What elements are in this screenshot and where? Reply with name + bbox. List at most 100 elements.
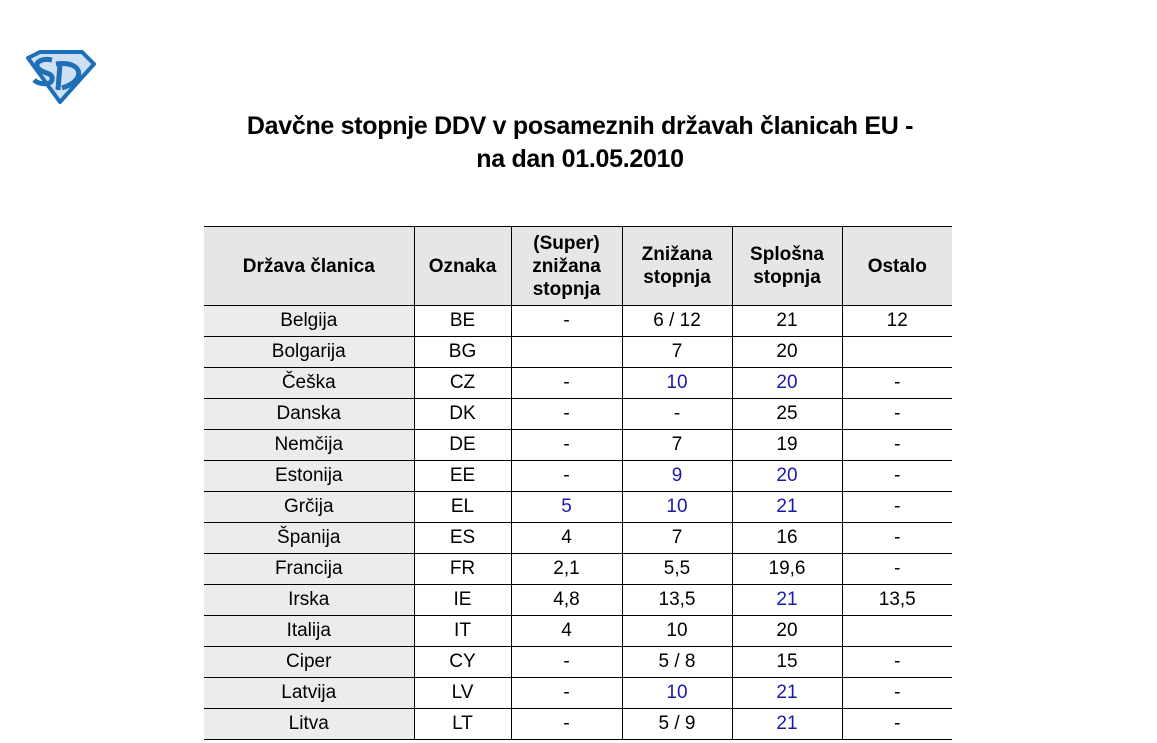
table-cell: 5 / 9 bbox=[621, 708, 733, 740]
table-cell: 15 bbox=[731, 646, 843, 678]
column-header: Splošna stopnja bbox=[731, 226, 843, 306]
page-title: Davčne stopnje DDV v posameznih državah … bbox=[150, 110, 1010, 176]
table-cell: 4 bbox=[510, 522, 623, 554]
table-cell: Danska bbox=[204, 398, 415, 430]
table-cell: 2,1 bbox=[510, 553, 623, 585]
table-cell: 7 bbox=[621, 522, 733, 554]
table-cell: CY bbox=[413, 646, 512, 678]
table-cell: 13,5 bbox=[621, 584, 733, 616]
table-cell: 4,8 bbox=[510, 584, 623, 616]
table-cell: EL bbox=[413, 491, 512, 523]
table-cell bbox=[841, 615, 952, 647]
table-cell: 10 bbox=[621, 677, 733, 709]
table-cell: DE bbox=[413, 429, 512, 461]
table-row: Češka CZ -10 20- bbox=[204, 367, 952, 399]
table-cell: 5 / 8 bbox=[621, 646, 733, 678]
table-cell: 10 bbox=[621, 615, 733, 647]
table-cell: - bbox=[841, 367, 952, 399]
table-cell: 19,6 bbox=[731, 553, 843, 585]
table-cell: - bbox=[510, 367, 623, 399]
table-cell: IE bbox=[413, 584, 512, 616]
table-cell: Litva bbox=[204, 708, 415, 740]
table-cell: 7 bbox=[621, 429, 733, 461]
table-cell: EE bbox=[413, 460, 512, 492]
table-cell: 21 bbox=[731, 491, 843, 523]
table-cell: 12 bbox=[841, 305, 952, 337]
table-row: Litva LT -5 / 9 21- bbox=[204, 708, 952, 740]
table-row: Belgija BE -6 / 12 21 12 bbox=[204, 305, 952, 337]
table-cell: 20 bbox=[731, 615, 843, 647]
table-cell: - bbox=[841, 708, 952, 740]
table-cell: DK bbox=[413, 398, 512, 430]
table-cell: 10 bbox=[621, 491, 733, 523]
table-cell: Nemčija bbox=[204, 429, 415, 461]
table-cell: Grčija bbox=[204, 491, 415, 523]
table-cell: Francija bbox=[204, 553, 415, 585]
table-cell bbox=[510, 336, 623, 368]
table-cell bbox=[841, 336, 952, 368]
table-cell: 21 bbox=[731, 677, 843, 709]
table-cell: 6 / 12 bbox=[621, 305, 733, 337]
table-cell: 16 bbox=[731, 522, 843, 554]
table-cell: 25 bbox=[731, 398, 843, 430]
table-row: Estonija EE -9 20- bbox=[204, 460, 952, 492]
table-cell: Irska bbox=[204, 584, 415, 616]
table-cell: 19 bbox=[731, 429, 843, 461]
column-header: Ostalo bbox=[841, 226, 952, 306]
table-cell: ES bbox=[413, 522, 512, 554]
table-cell: 21 bbox=[731, 305, 843, 337]
table-cell: 20 bbox=[731, 336, 843, 368]
table-row: Francija FR 2,1 5,5 19,6- bbox=[204, 553, 952, 585]
table-row: Danska DK - -25- bbox=[204, 398, 952, 430]
title-line-1: Davčne stopnje DDV v posameznih državah … bbox=[246, 112, 914, 140]
table-cell: - bbox=[510, 646, 623, 678]
table-cell: - bbox=[841, 646, 952, 678]
table-cell: 10 bbox=[621, 367, 733, 399]
table-cell: - bbox=[841, 677, 952, 709]
table-cell: Ciper bbox=[204, 646, 415, 678]
vat-rates-table: Država članica Oznaka (Super) znižana stop… bbox=[204, 226, 952, 740]
table-cell: - bbox=[841, 460, 952, 492]
title-line-2: na dan 01.05.2010 bbox=[476, 145, 684, 173]
table-cell: - bbox=[841, 491, 952, 523]
table-cell: - bbox=[510, 305, 623, 337]
table-cell: 20 bbox=[731, 367, 843, 399]
table-cell: - bbox=[510, 398, 623, 430]
table-cell: - bbox=[841, 429, 952, 461]
table-cell: Belgija bbox=[204, 305, 415, 337]
table-cell: Italija bbox=[204, 615, 415, 647]
table-row: Latvija LV -10 21- bbox=[204, 677, 952, 709]
table-row: Ciper CY -5 / 8 15- bbox=[204, 646, 952, 678]
table-cell: Češka bbox=[204, 367, 415, 399]
table-cell: Estonija bbox=[204, 460, 415, 492]
table-cell: - bbox=[510, 708, 623, 740]
table-cell: Latvija bbox=[204, 677, 415, 709]
table-cell: BG bbox=[413, 336, 512, 368]
table-cell: - bbox=[510, 429, 623, 461]
table-cell: LV bbox=[413, 677, 512, 709]
table-cell: Španija bbox=[204, 522, 415, 554]
table-cell: CZ bbox=[413, 367, 512, 399]
table-cell: Bolgarija bbox=[204, 336, 415, 368]
table-cell: - bbox=[841, 522, 952, 554]
table-header-row: Država članica Oznaka (Super) znižana stop… bbox=[204, 226, 952, 306]
table-row: Bolgarija BG 7 20 bbox=[204, 336, 952, 368]
table-cell: - bbox=[510, 677, 623, 709]
table-cell: - bbox=[841, 398, 952, 430]
table-cell: 20 bbox=[731, 460, 843, 492]
table-row: Italija IT 4 10 20 bbox=[204, 615, 952, 647]
table-row: Španija ES 4 7 16- bbox=[204, 522, 952, 554]
table-row: Nemčija DE -7 19- bbox=[204, 429, 952, 461]
column-header: Država članica bbox=[204, 226, 415, 306]
table-cell: BE bbox=[413, 305, 512, 337]
table-cell: 5,5 bbox=[621, 553, 733, 585]
table-cell: FR bbox=[413, 553, 512, 585]
column-header: Oznaka bbox=[413, 226, 512, 306]
table-cell: - bbox=[621, 398, 733, 430]
column-header: (Super) znižana stopnja bbox=[510, 226, 623, 306]
table-cell: 4 bbox=[510, 615, 623, 647]
column-header: Znižana stopnja bbox=[621, 226, 733, 306]
table-cell: - bbox=[841, 553, 952, 585]
table-row: Grčija EL 5 10 21- bbox=[204, 491, 952, 523]
table-row: Irska IE 4,8 13,5 21 13,5 bbox=[204, 584, 952, 616]
